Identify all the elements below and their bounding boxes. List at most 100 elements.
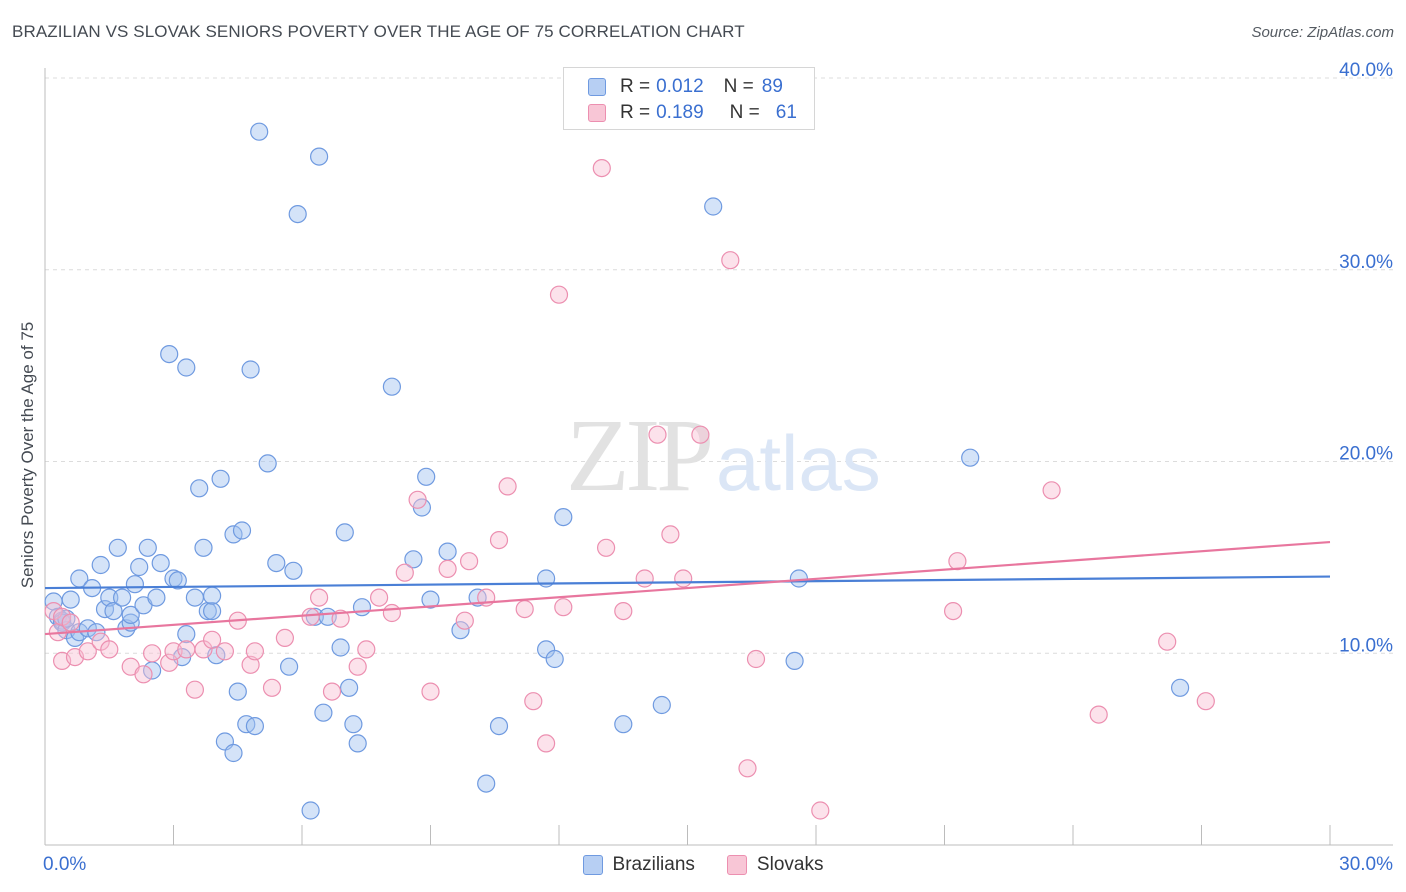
data-point-brazilians bbox=[404, 550, 423, 569]
data-point-brazilians bbox=[310, 147, 329, 166]
data-point-brazilians bbox=[340, 678, 359, 697]
data-point-brazilians bbox=[211, 469, 230, 488]
data-point-slovaks bbox=[241, 655, 260, 674]
data-point-brazilians bbox=[177, 358, 196, 377]
data-point-slovaks bbox=[536, 734, 556, 753]
data-point-brazilians bbox=[61, 590, 80, 609]
data-point-brazilians bbox=[112, 588, 132, 607]
slovaks-swatch bbox=[588, 104, 606, 122]
data-point-brazilians bbox=[267, 553, 286, 573]
data-point-brazilians bbox=[301, 801, 320, 820]
data-point-brazilians bbox=[1170, 678, 1190, 697]
data-point-brazilians bbox=[130, 557, 149, 577]
stats-legend: R = 0.012 N = 89 R = 0.189 N = 61 bbox=[563, 67, 815, 130]
data-point-brazilians bbox=[331, 638, 350, 657]
trend-line-slovaks bbox=[44, 540, 1331, 636]
data-point-slovaks bbox=[185, 680, 204, 699]
axes bbox=[44, 68, 1393, 846]
data-point-brazilians bbox=[421, 590, 440, 609]
x-tick-label: 30.0% bbox=[1339, 854, 1393, 875]
n-label: N = bbox=[729, 102, 760, 123]
data-point-brazilians bbox=[78, 619, 97, 638]
data-point-slovaks bbox=[134, 665, 153, 684]
data-point-brazilians bbox=[785, 651, 804, 671]
data-point-brazilians bbox=[194, 538, 213, 557]
data-point-slovaks bbox=[100, 640, 119, 659]
stats-row-slovaks: R = 0.189 N = 61 bbox=[588, 101, 797, 125]
data-point-slovaks bbox=[357, 640, 376, 659]
data-point-brazilians bbox=[87, 623, 106, 642]
data-point-brazilians bbox=[168, 571, 187, 590]
data-point-slovaks bbox=[721, 251, 740, 270]
legend-item-slovaks: Slovaks bbox=[726, 854, 824, 876]
data-point-slovaks bbox=[348, 657, 367, 676]
data-point-brazilians bbox=[614, 715, 633, 734]
data-point-slovaks bbox=[78, 642, 97, 661]
data-point-brazilians bbox=[545, 649, 564, 669]
trend-line-brazilians bbox=[44, 575, 1331, 590]
data-point-brazilians bbox=[961, 448, 980, 467]
data-point-brazilians bbox=[438, 542, 457, 561]
data-point-slovaks bbox=[203, 630, 222, 649]
data-point-slovaks bbox=[943, 601, 963, 621]
data-point-brazilians bbox=[203, 601, 222, 621]
data-point-slovaks bbox=[421, 682, 440, 701]
data-point-brazilians bbox=[280, 657, 299, 676]
r-label: R = bbox=[620, 76, 651, 97]
data-point-brazilians bbox=[382, 377, 401, 396]
data-point-slovaks bbox=[614, 601, 633, 621]
n-label: N = bbox=[723, 76, 754, 97]
r-value: 0.012 bbox=[656, 76, 704, 97]
data-point-brazilians bbox=[288, 205, 307, 224]
n-value: 61 bbox=[775, 102, 797, 123]
data-point-brazilians bbox=[125, 575, 144, 594]
data-point-brazilians bbox=[305, 607, 324, 626]
data-point-brazilians bbox=[348, 734, 367, 753]
source-label: Source: ZipAtlas.com bbox=[1251, 24, 1394, 41]
data-point-slovaks bbox=[635, 569, 654, 588]
data-point-brazilians bbox=[121, 605, 140, 625]
data-point-brazilians bbox=[151, 553, 170, 573]
data-point-slovaks bbox=[310, 588, 329, 607]
data-point-slovaks bbox=[245, 642, 264, 661]
data-point-slovaks bbox=[1196, 692, 1215, 711]
data-point-slovaks bbox=[498, 477, 517, 496]
data-point-slovaks bbox=[331, 609, 350, 628]
data-point-slovaks bbox=[395, 563, 414, 582]
data-point-brazilians bbox=[104, 601, 123, 621]
y-tick-label: 20.0% bbox=[1339, 444, 1393, 465]
data-point-slovaks bbox=[177, 640, 196, 659]
data-point-brazilians bbox=[185, 588, 204, 607]
data-point-slovaks bbox=[549, 285, 569, 304]
y-tick-label: 40.0% bbox=[1339, 60, 1393, 81]
data-point-slovaks bbox=[524, 692, 543, 711]
data-point-brazilians bbox=[789, 569, 809, 588]
data-point-brazilians bbox=[138, 538, 157, 557]
data-point-brazilians bbox=[417, 467, 436, 486]
data-point-brazilians bbox=[232, 521, 252, 540]
data-point-slovaks bbox=[489, 530, 509, 550]
data-point-slovaks bbox=[370, 588, 389, 607]
data-point-brazilians bbox=[344, 715, 363, 734]
data-point-brazilians bbox=[652, 695, 671, 715]
data-point-slovaks bbox=[738, 759, 757, 778]
data-point-slovaks bbox=[160, 653, 179, 672]
data-point-brazilians bbox=[245, 716, 264, 736]
n-value: 89 bbox=[761, 76, 783, 97]
data-point-slovaks bbox=[275, 628, 294, 648]
data-point-brazilians bbox=[477, 774, 496, 793]
legend-label-slovaks: Slovaks bbox=[756, 854, 824, 875]
data-point-brazilians bbox=[160, 345, 179, 364]
data-point-brazilians bbox=[108, 538, 127, 557]
chart-title: BRAZILIAN VS SLOVAK SENIORS POVERTY OVER… bbox=[12, 22, 745, 41]
trend-lines bbox=[44, 540, 1331, 636]
data-point-slovaks bbox=[322, 682, 342, 701]
data-point-slovaks bbox=[262, 678, 282, 697]
data-point-brazilians bbox=[100, 588, 119, 607]
data-point-slovaks bbox=[811, 801, 830, 820]
data-point-brazilians bbox=[203, 586, 222, 605]
data-point-slovaks bbox=[592, 159, 611, 178]
data-point-brazilians bbox=[250, 122, 269, 141]
x-tick-label: 0.0% bbox=[43, 854, 86, 875]
